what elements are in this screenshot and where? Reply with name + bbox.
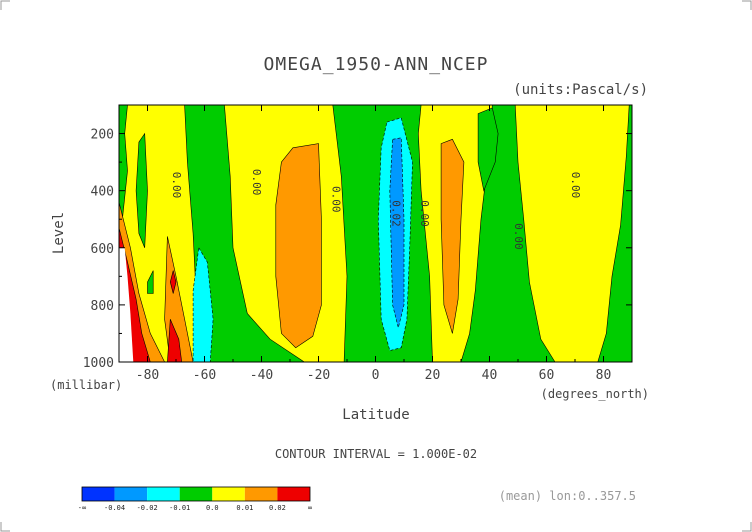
- colorbar-label: 0.02: [269, 504, 286, 512]
- x-tick-label: 20: [425, 368, 441, 383]
- y-tick-label: 400: [91, 185, 114, 200]
- x-axis-label: Latitude: [342, 407, 409, 423]
- y-axis: 200 400 600 800 1000: [83, 104, 632, 371]
- x-axis-units: (degrees_north): [541, 387, 649, 401]
- colorbar-swatch: [212, 487, 245, 501]
- contour-label-2: 0.00: [330, 186, 343, 213]
- colorbar-label: -∞: [78, 504, 86, 512]
- colorbar-swatch: [244, 487, 278, 501]
- y-axis-units: (millibar): [50, 378, 122, 392]
- x-tick-label: 0: [372, 368, 380, 383]
- colorbar-label: 0.0: [206, 504, 219, 512]
- colorbar-swatch: [82, 487, 115, 501]
- colorbar-label: -0.02: [137, 504, 158, 512]
- contour-region-7: [275, 143, 322, 349]
- x-tick-label: 40: [482, 368, 498, 383]
- colorbar-label: -0.01: [169, 504, 190, 512]
- x-tick-label: -20: [307, 368, 330, 383]
- contour-interval: CONTOUR INTERVAL = 1.000E-02: [275, 447, 477, 461]
- x-tick-label: -60: [193, 368, 216, 383]
- colorbar-label: -0.04: [104, 504, 125, 512]
- mean-footnote: (mean) lon:0..357.5: [499, 489, 636, 503]
- contour-region-10: [167, 319, 183, 362]
- contour-region-11: [169, 270, 177, 294]
- y-tick-label: 800: [91, 299, 114, 314]
- contour-region-15: [135, 132, 148, 248]
- contour-region-4: [514, 105, 630, 362]
- contour-region-12: [192, 246, 214, 362]
- colorbar: -∞ -0.04 -0.02 -0.01 0.0 0.01 0.02 ∞: [78, 486, 312, 512]
- colorbar-swatch: [179, 487, 213, 501]
- contour-label-3: 0.02: [389, 200, 402, 227]
- contour-label-6: 0.00: [569, 172, 582, 199]
- x-tick-label: -40: [250, 368, 273, 383]
- contour-label-0: 0.00: [170, 172, 183, 199]
- missing-data-region-0: [119, 247, 134, 362]
- contour-fill: [119, 105, 632, 362]
- x-tick-label: 80: [596, 368, 612, 383]
- chart-title: OMEGA_1950-ANN_NCEP: [264, 54, 489, 75]
- colorbar-label: ∞: [308, 504, 312, 512]
- y-tick-label: 1000: [83, 356, 114, 371]
- contour-region-14: [389, 137, 405, 328]
- contour-region-16: [147, 270, 154, 294]
- colorbar-label: 0.01: [236, 504, 253, 512]
- x-tick-label: -80: [136, 368, 159, 383]
- contour-region-17: [477, 107, 499, 192]
- colorbar-swatch: [114, 487, 148, 501]
- contour-labels: 0.00 0.00 0.00 0.02 0.00 0.00 0.00: [170, 169, 582, 250]
- contour-label-5: 0.00: [512, 223, 525, 250]
- contour-label-4: 0.00: [418, 200, 431, 227]
- colorbar-swatch: [147, 487, 180, 501]
- colorbar-swatch: [277, 487, 310, 501]
- contour-label-1: 0.00: [250, 169, 263, 196]
- colorbar-frame: [81, 486, 311, 502]
- x-axis: -80 -60 -40 -20 0 20 40 60 80: [118, 105, 633, 383]
- contour-region-8: [440, 138, 465, 334]
- y-tick-label: 200: [91, 128, 114, 143]
- y-tick-label: 600: [91, 242, 114, 257]
- units-label: (units:Pascal/s): [513, 82, 648, 98]
- y-axis-label: Level: [51, 212, 67, 254]
- x-tick-label: 60: [539, 368, 555, 383]
